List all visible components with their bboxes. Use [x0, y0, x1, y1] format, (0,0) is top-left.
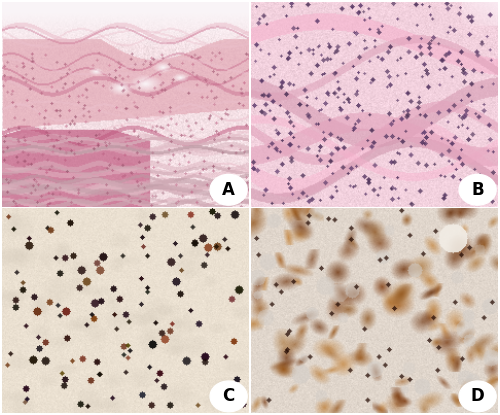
Circle shape — [210, 381, 247, 412]
Circle shape — [459, 174, 496, 205]
Text: D: D — [470, 388, 484, 405]
Text: A: A — [222, 181, 235, 199]
Text: B: B — [472, 181, 484, 199]
Circle shape — [459, 381, 496, 412]
Circle shape — [210, 174, 247, 205]
Text: C: C — [222, 388, 234, 405]
